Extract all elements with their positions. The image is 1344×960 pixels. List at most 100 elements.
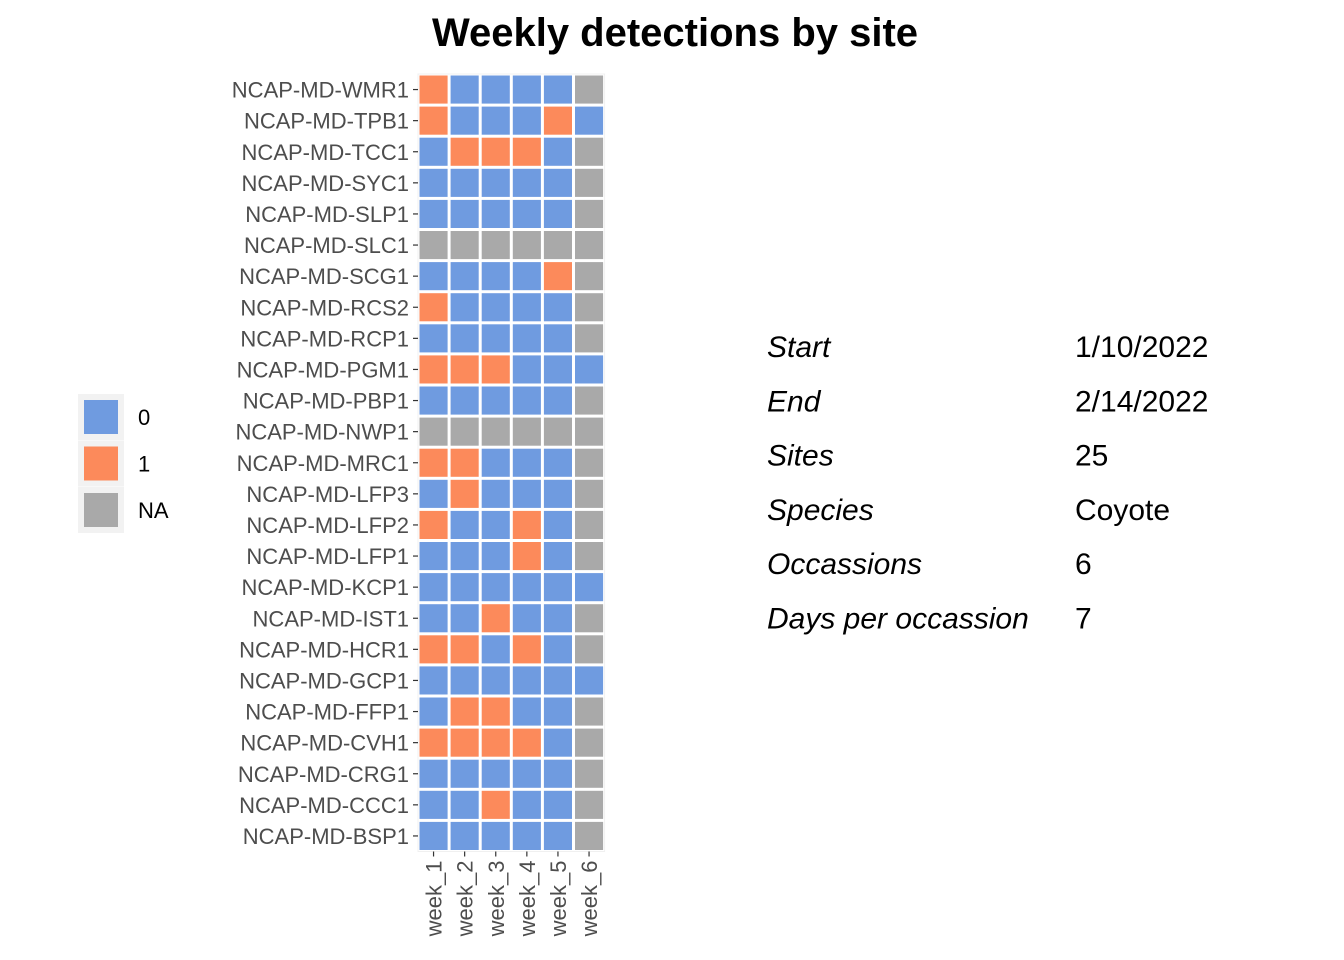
heatmap-cell <box>450 262 479 291</box>
y-tick-label: NCAP-MD-FFP1 <box>245 700 409 725</box>
heatmap-cell <box>450 355 479 384</box>
heatmap-cell <box>419 479 448 508</box>
heatmap-cell <box>543 790 572 819</box>
y-tick-label: NCAP-MD-WMR1 <box>232 78 409 103</box>
heatmap-cell <box>575 355 604 384</box>
y-tick-label: NCAP-MD-MRC1 <box>237 451 409 476</box>
heatmap-cell <box>481 448 510 477</box>
y-tick-label: NCAP-MD-CCC1 <box>239 793 409 818</box>
heatmap-cell <box>450 324 479 353</box>
heatmap-cell <box>450 821 479 850</box>
info-value: 25 <box>1075 440 1108 473</box>
heatmap-cell <box>450 231 479 260</box>
heatmap-cell <box>450 635 479 664</box>
info-value: 2/14/2022 <box>1075 385 1208 418</box>
heatmap-cell <box>512 75 541 104</box>
heatmap-cell <box>419 199 448 228</box>
heatmap-cell <box>543 728 572 757</box>
heatmap-cell <box>419 728 448 757</box>
y-tick-label: NCAP-MD-CVH1 <box>240 731 409 756</box>
heatmap-cell <box>419 137 448 166</box>
heatmap-cell <box>512 324 541 353</box>
heatmap-cell <box>419 324 448 353</box>
legend-swatch <box>84 493 118 527</box>
panel-background <box>417 73 606 852</box>
heatmap-cell <box>575 697 604 726</box>
legend-swatch <box>84 446 118 481</box>
x-tick-label: week_5 <box>546 861 571 938</box>
heatmap-cell <box>419 666 448 695</box>
y-tick-label: NCAP-MD-TCC1 <box>242 140 409 165</box>
legend-label: 0 <box>138 405 150 430</box>
heatmap-cell <box>481 199 510 228</box>
y-tick-label: NCAP-MD-LFP1 <box>246 544 409 569</box>
heatmap-cell <box>481 75 510 104</box>
heatmap-cell <box>543 635 572 664</box>
y-tick-label: NCAP-MD-LFP3 <box>246 482 409 507</box>
heatmap-cell <box>512 355 541 384</box>
heatmap-cell <box>450 790 479 819</box>
heatmap-cell <box>543 573 572 602</box>
heatmap-cell <box>419 790 448 819</box>
legend-label: NA <box>138 498 169 523</box>
heatmap-cell <box>450 728 479 757</box>
heatmap-cell <box>419 386 448 415</box>
y-axis-site-labels: NCAP-MD-WMR1 NCAP-MD-TPB1 NCAP-MD-TCC1 NCAP… <box>232 78 418 849</box>
heatmap-cell <box>575 635 604 664</box>
heatmap-cell <box>575 324 604 353</box>
chart-title: Weekly detections by site <box>432 11 918 55</box>
y-tick-label: NCAP-MD-SCG1 <box>239 264 409 289</box>
heatmap-cell <box>419 821 448 850</box>
info-value: 7 <box>1075 603 1092 636</box>
heatmap-cell <box>481 479 510 508</box>
heatmap-cell <box>512 231 541 260</box>
y-tick-label: NCAP-MD-BSP1 <box>243 824 409 849</box>
heatmap-cell <box>512 759 541 788</box>
info-table: Start 1/10/2022 End 2/14/2022 Sites 25 Species… <box>767 331 1208 636</box>
heatmap-cell <box>575 666 604 695</box>
heatmap-cell <box>575 573 604 602</box>
heatmap-cell <box>481 604 510 633</box>
heatmap-cell <box>575 479 604 508</box>
heatmap-cell <box>481 510 510 539</box>
heatmap-cell <box>543 479 572 508</box>
heatmap-cell <box>481 635 510 664</box>
info-key: End <box>767 385 822 418</box>
heatmap-cell <box>481 231 510 260</box>
y-tick-label: NCAP-MD-NWP1 <box>235 420 409 445</box>
heatmap-cell <box>543 168 572 197</box>
heatmap-cell <box>543 604 572 633</box>
heatmap-cell <box>481 790 510 819</box>
heatmap-cell <box>481 168 510 197</box>
heatmap-cell <box>481 355 510 384</box>
heatmap-cell <box>543 697 572 726</box>
heatmap-cell <box>543 106 572 135</box>
info-key: Species <box>767 494 874 527</box>
heatmap-cell <box>450 106 479 135</box>
heatmap-cell <box>575 417 604 446</box>
heatmap-cell <box>543 137 572 166</box>
heatmap-cell <box>481 106 510 135</box>
heatmap-cell <box>512 479 541 508</box>
x-tick-label: week_2 <box>453 861 478 938</box>
heatmap-cell <box>512 728 541 757</box>
info-key: Occassions <box>767 548 922 581</box>
heatmap-cell <box>575 542 604 571</box>
heatmap-cell <box>450 573 479 602</box>
heatmap-cell <box>543 666 572 695</box>
heatmap-cell <box>419 697 448 726</box>
heatmap-cell <box>419 510 448 539</box>
heatmap-cell <box>575 821 604 850</box>
heatmap-cell <box>419 293 448 322</box>
heatmap-cell <box>575 199 604 228</box>
heatmap-cell <box>450 697 479 726</box>
y-tick-label: NCAP-MD-SLC1 <box>244 233 409 258</box>
heatmap-cell <box>512 417 541 446</box>
info-key: Days per occassion <box>767 603 1029 636</box>
heatmap-cell <box>543 231 572 260</box>
heatmap-cell <box>543 262 572 291</box>
heatmap-cell <box>450 666 479 695</box>
heatmap-cell <box>512 635 541 664</box>
heatmap-cell <box>575 790 604 819</box>
